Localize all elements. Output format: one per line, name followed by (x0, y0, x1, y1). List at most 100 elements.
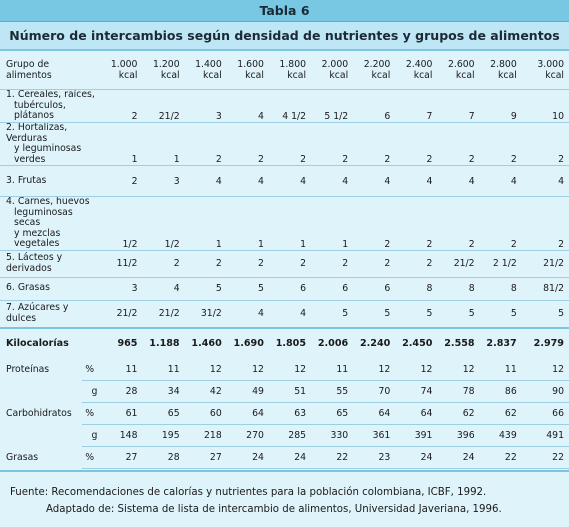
cell-value: 2 (268, 249, 312, 277)
table-row: 5. Lácteos y derivados 11/2 2 2 2 2 2 2 2 21/2 2 1… (0, 249, 569, 277)
cell-value: 1.460 (184, 326, 227, 359)
cell-value: 4 (142, 276, 185, 300)
cell-value: 2 (521, 196, 569, 250)
cell-value: 2 (395, 122, 438, 166)
table-row: 6. Grasas 3 4 5 5 6 6 6 8 8 8 81/2 (0, 276, 569, 300)
cell-value: 21/2 (100, 299, 143, 328)
cell-value: 2 (353, 249, 396, 277)
column-header-kcal: 2.200 kcal (353, 51, 395, 90)
cell-value: 8 (395, 276, 438, 300)
cell-value: 270 (226, 424, 269, 447)
cell-value: 2 (268, 122, 312, 166)
cell-value: 21/2 (521, 249, 569, 277)
cell-value: 361 (353, 424, 396, 447)
cell-value: 2 (395, 249, 438, 277)
cell-value: 65 (311, 402, 354, 425)
cell-value: 74 (395, 380, 438, 403)
cell-value: 9 (479, 89, 522, 123)
cell-value: 2 (353, 122, 396, 166)
cell-value: 12 (252, 363, 264, 375)
row-label: 3. Frutas (0, 165, 101, 197)
cell-value: 2 (479, 122, 522, 166)
unit-label: g (82, 424, 101, 447)
kcal-level: 2.600 (447, 59, 475, 70)
cell-value: 24 (268, 446, 312, 469)
kcal-level: 3.000 (537, 59, 564, 70)
cell-value: 78 (437, 380, 480, 403)
table-title: Número de intercambios según densidad de… (0, 22, 569, 51)
cell-value: 7 (395, 89, 438, 123)
cell-value: 64 (353, 402, 396, 425)
cell-value: 12 (378, 363, 391, 375)
cell-value: 2 (437, 122, 480, 166)
cell-value: 2.558 (437, 326, 480, 359)
exchange-table: Grupo de alimentos 1.000 kcal 1.200 kcal 1.40… (0, 51, 569, 491)
cell-value: 4 (479, 165, 522, 197)
cell-value: 11 (504, 363, 517, 375)
kcal-unit: kcal (160, 70, 180, 81)
cell-value: 24 (395, 446, 438, 469)
adaptation-note: Adaptado de: Sistema de lista de interca… (46, 504, 502, 515)
cell-value: 6 (268, 276, 312, 300)
cell-value: 2.006 (311, 326, 354, 359)
row-label-line: 1. Cereales, raíces, (6, 89, 95, 101)
column-header-kcal: 1.600 kcal (227, 51, 269, 90)
cell-value: 4 (268, 165, 312, 197)
row-label-empty (0, 381, 82, 403)
column-header-kcal: 1.800 kcal (269, 51, 311, 90)
cell-value: 6 (353, 89, 396, 123)
kcal-level: 1.600 (237, 59, 264, 70)
cell-value: 2 (395, 196, 438, 250)
row-label-line: 4. Carnes, huevos (6, 196, 90, 207)
column-header-kcal: 2.000 kcal (311, 51, 353, 90)
row-label-line: 5. Lácteos y derivados (6, 252, 63, 274)
cell-value: 24 (437, 446, 480, 469)
cell-value: 4 1/2 (268, 89, 312, 123)
row-label-line: 7. Azúcares y dulces (6, 302, 69, 324)
cell-value: 4 (184, 165, 227, 197)
kcal-unit: kcal (455, 70, 475, 81)
cell-value: 4 (353, 165, 396, 197)
column-header-group: Grupo de alimentos (6, 59, 52, 81)
cell-value: 1 (100, 122, 143, 166)
source-note: Fuente: Recomendaciones de calorías y nu… (10, 487, 487, 498)
kcal-unit: kcal (118, 70, 138, 81)
kcal-unit: kcal (413, 70, 433, 81)
cell-value: 65 (142, 402, 185, 425)
cell-value: 12 (294, 363, 307, 375)
cell-value: 1.805 (268, 326, 312, 359)
cell-value: 3 (142, 165, 185, 197)
cell-value: 2.979 (521, 326, 569, 359)
kilocalories-row: Kilocalorías 965 1.188 1.460 1.690 1.805 2.006… (0, 326, 569, 359)
cell-value: 11 (336, 363, 349, 375)
nutrient-grams-row: g 148 195 218 270 285 330 361 391 396 439 491 (0, 424, 569, 447)
kcal-unit: kcal (545, 70, 564, 81)
cell-value: 6 (353, 276, 396, 300)
cell-value: 66 (521, 402, 569, 425)
kcal-level: 1.000 (110, 59, 138, 70)
table-row: 1. Cereales, raíces, tubérculos, plátanos… (0, 89, 569, 123)
cell-value: 5 (353, 299, 396, 328)
cell-value: 1/2 (142, 196, 185, 250)
cell-value: 2 (100, 165, 143, 197)
cell-value: 64 (395, 402, 438, 425)
cell-value: 5 (184, 276, 227, 300)
cell-value: 5 1/2 (311, 89, 354, 123)
kcal-level: 1.400 (195, 59, 222, 70)
cell-value: 5 (226, 276, 269, 300)
cell-value: 51 (268, 380, 312, 403)
cell-value: 2.450 (395, 326, 438, 359)
cell-value: 2 (226, 249, 269, 277)
cell-value: 21/2 (437, 249, 480, 277)
cell-value: 64 (226, 402, 269, 425)
row-label-empty (0, 425, 82, 447)
cell-value: 2 (142, 249, 185, 277)
cell-value: 4 (226, 165, 269, 197)
cell-value: 34 (142, 380, 185, 403)
cell-value: 1 (142, 122, 185, 166)
row-label: 7. Azúcares y dulces (0, 299, 101, 328)
row-label: 2. Hortalizas, Verduras y leguminosas ver… (0, 122, 101, 166)
cell-value: 330 (311, 424, 354, 447)
cell-value: 218 (184, 424, 227, 447)
column-header-kcal: 1.000 kcal (100, 51, 142, 90)
